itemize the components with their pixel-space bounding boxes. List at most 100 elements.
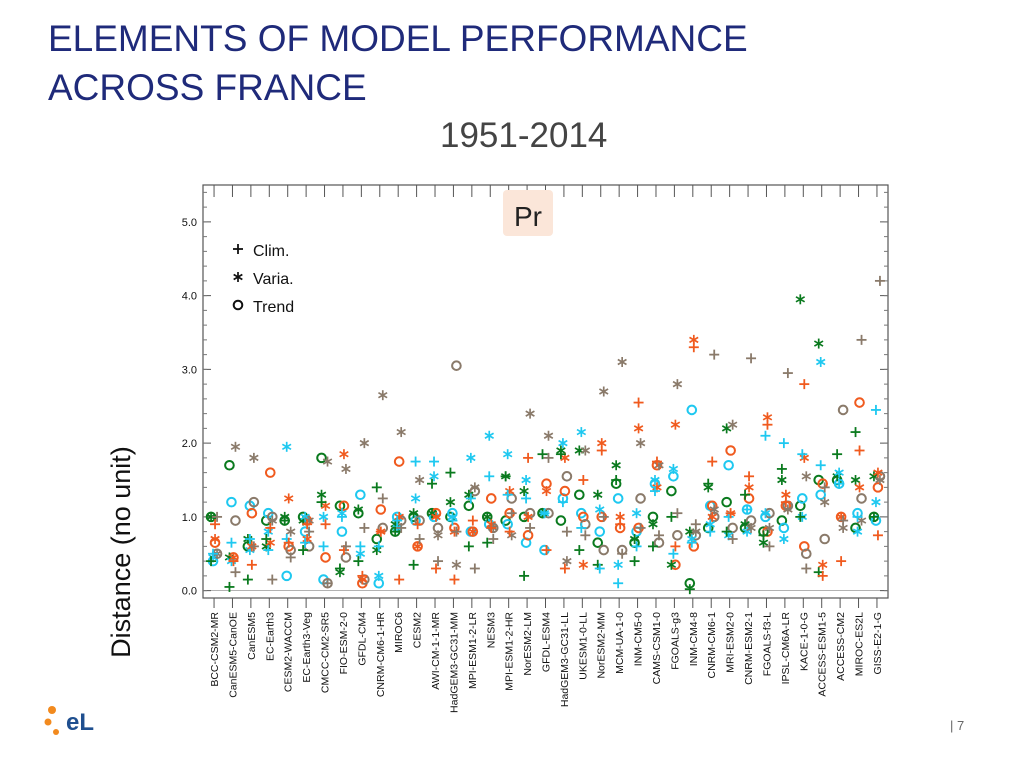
x-tick-label: NESM3 xyxy=(485,612,497,648)
trend-marker xyxy=(371,533,383,545)
star-stroke xyxy=(689,336,699,344)
star-stroke xyxy=(445,498,456,506)
clim-marker xyxy=(375,526,386,537)
varia-marker xyxy=(598,386,609,397)
clim-marker xyxy=(764,541,775,552)
varia-marker xyxy=(613,559,623,570)
varia-marker xyxy=(666,559,677,570)
star-stroke xyxy=(691,528,701,535)
star-stroke xyxy=(727,421,738,428)
star-stroke xyxy=(856,517,867,524)
clim-marker xyxy=(298,545,309,556)
varia-marker xyxy=(468,526,478,537)
trend-marker xyxy=(721,496,732,508)
clim-marker xyxy=(629,556,640,567)
clim-marker xyxy=(670,541,681,552)
clim-marker xyxy=(300,537,311,548)
varia-marker xyxy=(760,508,771,519)
trend-marker xyxy=(264,467,276,478)
x-tick-label: FIO-ESM-2-0 xyxy=(338,612,350,675)
logo-dot-icon xyxy=(44,718,52,726)
logo-dot-icon xyxy=(48,706,56,714)
varia-marker xyxy=(521,475,531,485)
clim-marker xyxy=(502,489,513,500)
x-tick-label: EC-Earth3-Veg xyxy=(301,612,313,683)
star-stroke xyxy=(869,473,879,480)
y-axis-title: Distance (no unit) xyxy=(106,446,136,658)
star-stroke xyxy=(850,476,861,484)
trend-marker xyxy=(612,493,624,504)
star-stroke xyxy=(543,432,554,439)
star-stroke xyxy=(466,454,476,462)
star-stroke xyxy=(318,513,329,521)
varia-marker xyxy=(746,522,756,533)
x-tick-label: ACCESS-CM2 xyxy=(835,612,847,681)
trend-marker xyxy=(451,360,462,371)
x-tick-label: NorESM2-MM xyxy=(596,612,608,679)
varia-marker xyxy=(594,504,605,515)
varia-marker xyxy=(635,438,646,449)
clim-marker xyxy=(408,559,419,570)
varia-marker xyxy=(578,559,589,570)
clim-marker xyxy=(246,559,257,570)
varia-marker xyxy=(519,486,529,497)
varia-marker xyxy=(629,534,640,544)
star-stroke xyxy=(836,513,846,521)
clim-marker xyxy=(394,574,405,585)
varia-marker xyxy=(359,438,370,449)
star-stroke xyxy=(672,380,683,388)
star-stroke xyxy=(470,484,480,491)
clim-marker xyxy=(668,548,679,559)
star-stroke xyxy=(629,535,640,543)
star-stroke xyxy=(744,484,754,491)
trend-marker xyxy=(856,493,867,504)
star-stroke xyxy=(412,543,423,550)
varia-marker xyxy=(482,511,493,522)
star-stroke xyxy=(233,273,243,281)
x-tick-label: MCM-UA-1-0 xyxy=(614,612,626,674)
clim-marker xyxy=(611,475,622,485)
clim-marker xyxy=(283,537,294,548)
clim-marker xyxy=(486,522,497,533)
star-stroke xyxy=(283,495,294,502)
varia-marker xyxy=(742,526,752,537)
star-stroke xyxy=(852,528,863,535)
clim-marker xyxy=(870,404,881,415)
varia-marker xyxy=(580,445,591,456)
trend-marker xyxy=(635,493,646,504)
clim-marker xyxy=(868,511,879,522)
varia-marker xyxy=(281,441,292,452)
star-stroke xyxy=(355,550,366,557)
star-stroke xyxy=(781,491,791,498)
clim-marker xyxy=(334,563,345,574)
clim-marker xyxy=(615,519,626,530)
trend-marker xyxy=(224,459,235,471)
clim-marker xyxy=(451,526,462,537)
varia-marker xyxy=(378,390,388,401)
star-stroke xyxy=(613,561,623,569)
star-stroke xyxy=(523,513,533,521)
clim-marker xyxy=(651,456,662,467)
star-stroke xyxy=(558,439,568,447)
varia-marker xyxy=(576,427,587,438)
varia-marker xyxy=(484,430,495,441)
clim-marker xyxy=(410,456,421,467)
clim-marker xyxy=(707,456,718,467)
x-tick-label: CAMS-CSM1-0 xyxy=(651,612,663,685)
clim-marker xyxy=(484,471,495,482)
clim-marker xyxy=(653,530,664,541)
x-tick-label: CESM2-WACCM xyxy=(283,612,295,692)
varia-marker xyxy=(852,526,863,537)
varia-marker xyxy=(353,504,364,515)
clim-marker xyxy=(445,467,456,478)
clim-marker xyxy=(721,526,732,537)
star-stroke xyxy=(873,469,883,476)
trend-marker xyxy=(320,552,331,563)
clim-marker xyxy=(725,508,736,519)
clim-marker xyxy=(815,460,826,471)
trend-marker xyxy=(598,544,610,556)
varia-marker xyxy=(431,511,441,522)
trend-marker xyxy=(723,459,734,471)
clim-marker xyxy=(302,519,313,530)
clim-marker xyxy=(467,515,478,526)
